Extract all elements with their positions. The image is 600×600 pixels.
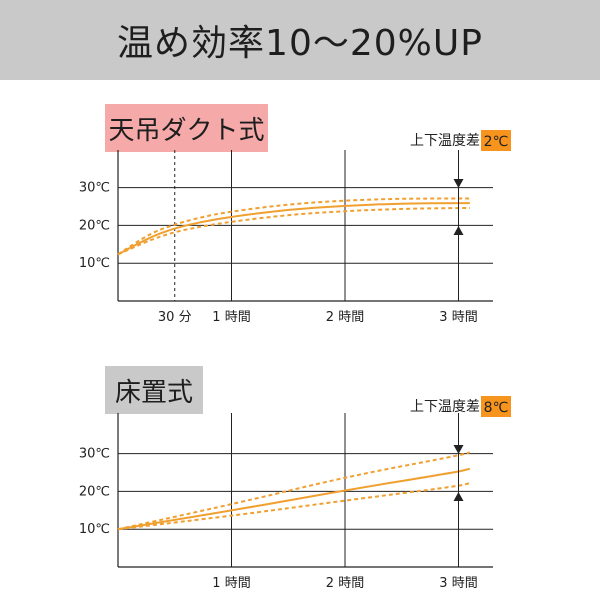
floor-series-dashed-2 xyxy=(117,482,471,531)
floor-diff-badge xyxy=(481,396,511,417)
duct-diff-label: 上下温度差 xyxy=(410,133,480,149)
floor-y-tick-label: 10℃ xyxy=(79,522,110,537)
floor-series-dashed-1 xyxy=(117,451,471,531)
floor-arrow-up-icon xyxy=(453,492,464,501)
duct-x-tick-label: 30 分 xyxy=(158,310,192,325)
duct-series-dashed-2 xyxy=(117,207,470,256)
duct-y-tick-label: 30℃ xyxy=(79,181,110,196)
duct-series-dashed-1 xyxy=(117,197,470,256)
duct-diff-badge xyxy=(481,130,511,151)
duct-arrow-up-icon xyxy=(453,226,464,235)
duct-x-tick-label: 1 時間 xyxy=(212,310,250,325)
duct-arrow-down-icon xyxy=(453,179,464,188)
floor-diff-value: 8℃ xyxy=(484,400,509,416)
floor-y-tick-label: 20℃ xyxy=(79,484,110,499)
duct-x-tick-label: 2 時間 xyxy=(326,310,364,325)
duct-y-tick-label: 20℃ xyxy=(79,218,110,233)
header-banner: 温め効率10～20%UP xyxy=(0,0,600,80)
floor-series-solid-0 xyxy=(117,467,471,531)
floor-x-tick-label: 3 時間 xyxy=(439,576,477,591)
floor-arrow-down-icon xyxy=(453,445,464,454)
floor-y-tick-label: 30℃ xyxy=(79,447,110,462)
duct-diff-value: 2℃ xyxy=(484,134,509,150)
floor-panel-label: 床置式 xyxy=(105,366,203,414)
floor-diff-label: 上下温度差 xyxy=(410,399,480,415)
duct-series-solid-0 xyxy=(117,202,470,256)
page-title: 温め効率10～20%UP xyxy=(117,23,483,64)
duct-x-tick-label: 3 時間 xyxy=(439,310,477,325)
floor-x-tick-label: 1 時間 xyxy=(212,576,250,591)
duct-panel-label: 天吊ダクト式 xyxy=(105,104,268,152)
floor-x-tick-label: 2 時間 xyxy=(326,576,364,591)
duct-y-tick-label: 10℃ xyxy=(79,256,110,271)
